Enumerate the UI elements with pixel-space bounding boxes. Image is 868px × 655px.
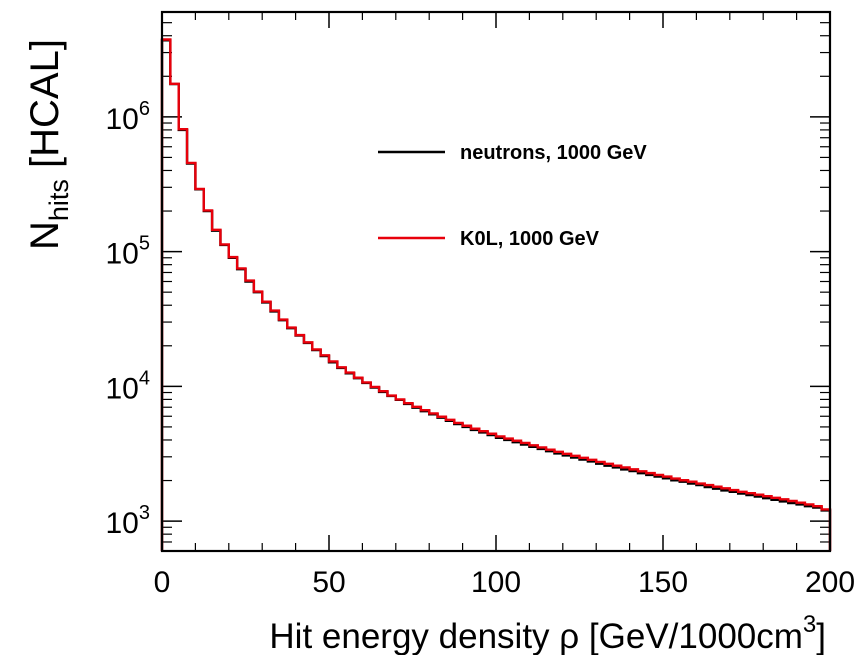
series-line-k0l [160, 38, 832, 551]
y-tick-label: 105 [106, 233, 151, 271]
y-tick-label: 104 [106, 367, 151, 405]
y-tick-label: 106 [106, 98, 151, 136]
legend-label-neutrons: neutrons, 1000 GeV [460, 142, 647, 164]
plot-frame [160, 10, 832, 553]
y-tick-label: 103 [106, 502, 151, 540]
x-axis-title: Hit energy density ρ [GeV/1000cm3] [269, 611, 826, 655]
x-tick-label: 200 [805, 566, 855, 599]
x-tick-label: 50 [312, 566, 345, 599]
legend-label-k0l: K0L, 1000 GeV [460, 228, 600, 250]
x-tick-label: 150 [638, 566, 688, 599]
y-axis-title: Nhits [HCAL] [23, 39, 74, 250]
x-tick-label: 0 [154, 566, 171, 599]
x-tick-label: 100 [471, 566, 521, 599]
legend: neutrons, 1000 GeV K0L, 1000 GeV [378, 142, 647, 250]
